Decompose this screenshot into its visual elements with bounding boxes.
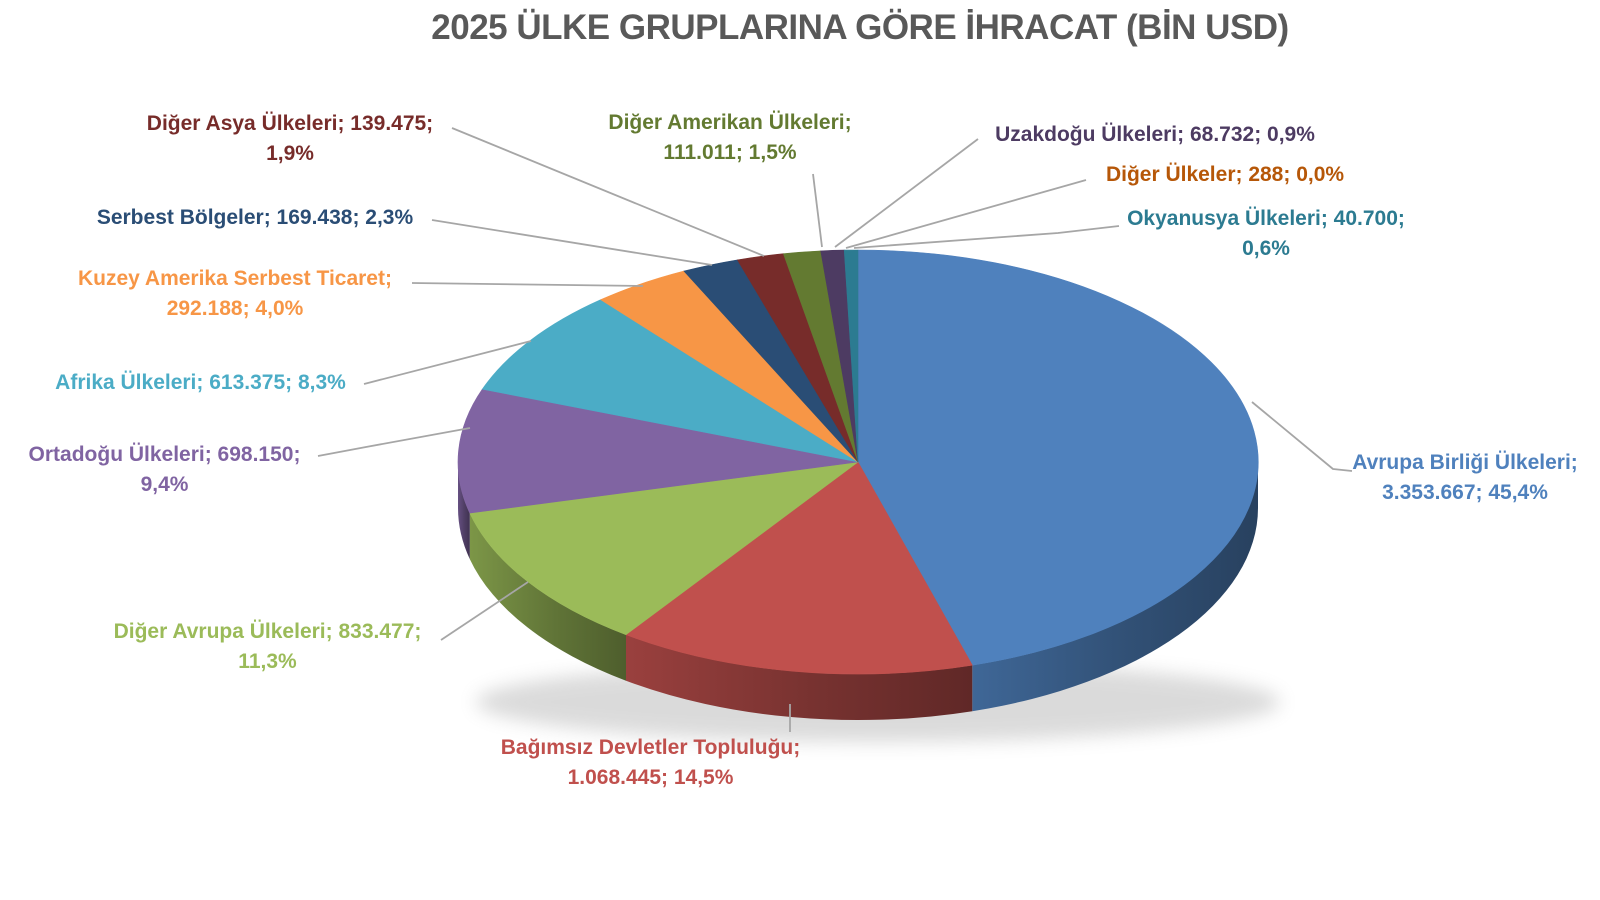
pie-label-uzakdogu-ulkeleri: Uzakdoğu Ülkeleri; 68.732; 0,9% [980, 120, 1330, 150]
leader-line-diger-amerikan-ulkeleri [812, 173, 823, 248]
pie-label-line: Diğer Ülkeler; 288; 0,0% [1105, 163, 1345, 186]
pie-label-avrupa-birligi-ulkeleri: Avrupa Birliği Ülkeleri; 3.353.667; 45,4% [1330, 448, 1600, 508]
leader-line-diger-ulkeler [845, 179, 1087, 249]
leader-lines [317, 127, 1353, 732]
pie-label-diger-amerikan-ulkeleri: Diğer Amerikan Ülkeleri; 111.011; 1,5% [580, 108, 880, 168]
pie-label-serbest-bolgeler: Serbest Bölgeler; 169.438; 2,3% [80, 203, 430, 233]
pie-label-line: 292.188; 4,0% [166, 297, 304, 320]
leader-line-uzakdogu-ulkeleri [834, 138, 979, 248]
pie-label-ortadogu-ulkeleri: Ortadoğu Ülkeleri; 698.150; 9,4% [12, 440, 317, 500]
pie-label-line: Avrupa Birliği Ülkeleri; [1352, 451, 1578, 474]
leader-line-afrika-ulkeleri [363, 340, 532, 385]
leader-line-ortadogu-ulkeleri [317, 427, 471, 457]
pie-label-line: Serbest Bölgeler; 169.438; 2,3% [96, 206, 414, 229]
leader-line-kuzey-amerika-serbest-ticaret [411, 282, 644, 287]
pie-label-line: Diğer Asya Ülkeleri; 139.475; [146, 112, 434, 135]
pie-label-line: Afrika Ülkeleri; 613.375; 8,3% [55, 371, 346, 394]
pie-label-line: Kuzey Amerika Serbest Ticaret; [78, 267, 392, 290]
pie-label-okyanusya-ulkeleri: Okyanusya Ülkeleri; 40.700; 0,6% [1118, 204, 1414, 264]
pie-label-line: 9,4% [140, 473, 189, 496]
pie-label-line: 11,3% [238, 650, 297, 673]
pie-label-line: Ortadoğu Ülkeleri; 698.150; [28, 443, 301, 466]
pie-label-afrika-ulkeleri: Afrika Ülkeleri; 613.375; 8,3% [38, 368, 363, 398]
pie-slice-ortadogu-ulkeleri [457, 388, 859, 514]
pie-label-line: 111.011; 1,5% [663, 141, 797, 164]
pie-label-kuzey-amerika-serbest-ticaret: Kuzey Amerika Serbest Ticaret; 292.188; 4… [60, 264, 410, 324]
pie-label-line: Bağımsız Devletler Topluluğu; [500, 736, 801, 759]
pie-label-diger-asya-ulkeleri: Diğer Asya Ülkeleri; 139.475; 1,9% [130, 109, 450, 169]
pie-label-line: Uzakdoğu Ülkeleri; 68.732; 0,9% [995, 123, 1315, 146]
pie-slice-diger-avrupa-ulkeleri [469, 461, 860, 636]
pie-slice-okyanusya-ulkeleri [843, 249, 859, 463]
pie-slice-bagimsiz-devletler-toplulugu [625, 461, 973, 675]
pie-top-faces [457, 249, 1259, 675]
pie-slice-wall-bagimsiz-devletler-toplulugu [626, 634, 973, 721]
pie-label-line: 1.068.445; 14,5% [567, 766, 734, 789]
pie-label-diger-ulkeler: Diğer Ülkeler; 288; 0,0% [1085, 160, 1365, 190]
pie-label-line: Okyanusya Ülkeleri; 40.700; [1127, 207, 1405, 230]
pie-label-line: 3.353.667; 45,4% [1382, 481, 1548, 504]
leader-line-okyanusya-ulkeleri [853, 225, 1120, 249]
pie-label-diger-avrupa-ulkeleri: Diğer Avrupa Ülkeleri; 833.477; 11,3% [95, 617, 440, 677]
pie-slice-wall-ortadogu-ulkeleri [458, 462, 470, 560]
chart-title: 2025 ÜLKE GRUPLARINA GÖRE İHRACAT (BİN U… [431, 8, 1289, 47]
pie-slice-wall-avrupa-birligi-ulkeleri [972, 462, 1258, 712]
pie-label-bagimsiz-devletler-toplulugu: Bağımsız Devletler Topluluğu; 1.068.445; … [458, 733, 843, 793]
leader-line-diger-avrupa-ulkeleri [440, 581, 529, 641]
pie-label-line: Diğer Amerikan Ülkeleri; [608, 111, 852, 134]
pie-label-line: 1,9% [266, 142, 314, 165]
pie-side-walls [458, 462, 1258, 721]
leader-line-serbest-bolgeler [431, 219, 713, 266]
pie-slice-wall-diger-avrupa-ulkeleri [469, 513, 626, 681]
leader-line-avrupa-birligi-ulkeleri [1251, 401, 1353, 472]
leader-line-diger-asya-ulkeleri [451, 127, 765, 257]
pie-label-line: 0,6% [1242, 237, 1290, 260]
pie-slice-avrupa-birligi-ulkeleri [857, 249, 1259, 666]
pie-label-line: Diğer Avrupa Ülkeleri; 833.477; [113, 620, 422, 643]
